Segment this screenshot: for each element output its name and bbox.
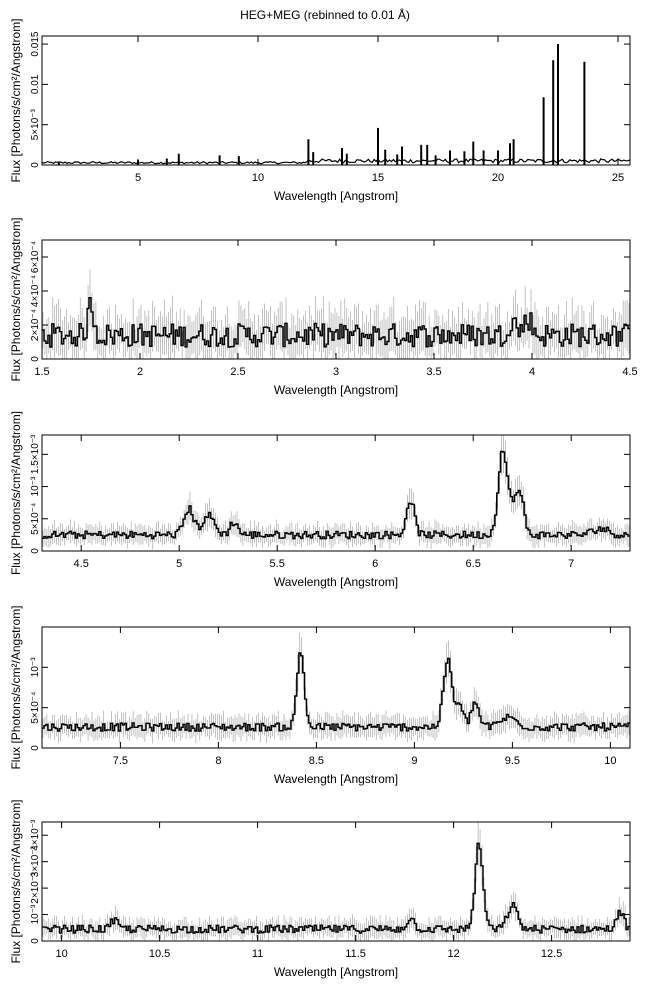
- y-tick-label: 3×10⁻³: [30, 845, 41, 877]
- x-tick-label: 25: [612, 172, 624, 184]
- x-axis-label: Wavelength [Angstrom]: [274, 189, 398, 203]
- y-axis-label: Flux [Photons/s/cm²/Angstrom]: [9, 18, 23, 182]
- y-tick-label: 4×10⁻⁴: [30, 275, 41, 307]
- page-title: HEG+MEG (rebinned to 0.01 Å): [240, 8, 410, 22]
- error-bars: [42, 822, 630, 941]
- y-tick-label: 5×10⁻³: [30, 108, 41, 140]
- x-tick-label: 5.5: [270, 558, 285, 570]
- spectrum-line: [42, 157, 630, 165]
- x-tick-label: 9: [411, 755, 417, 767]
- x-axis-label: Wavelength [Angstrom]: [274, 965, 398, 979]
- axes-frame: [41, 821, 631, 942]
- y-tick-label: 5×10⁻⁴: [30, 692, 41, 724]
- y-tick-label: 0: [30, 548, 41, 554]
- y-tick-label: 0: [30, 745, 41, 751]
- y-tick-label: 0: [30, 938, 41, 944]
- axes-frame: [41, 35, 631, 166]
- axes-frame: [41, 434, 631, 552]
- y-tick-label: 0.01: [30, 74, 41, 94]
- y-tick-label: 10⁻³: [30, 904, 41, 924]
- chart-panel-2: 1.5 2 2.5 3 3.5 4 4.5 0 2×10⁻⁴ 4×10⁻⁴ 6×10⁻⁴ Wavele…: [9, 217, 638, 397]
- y-axis-label: Flux [Photons/s/cm²/Angstrom]: [9, 411, 23, 575]
- x-tick-label: 1.5: [34, 366, 49, 378]
- y-tick-label: 0: [30, 162, 41, 168]
- x-tick-label: 12.5: [541, 948, 562, 960]
- x-tick-label: 7.5: [113, 755, 128, 767]
- y-tick-label: 4×10⁻³: [30, 819, 41, 851]
- spectrum-line: [42, 297, 630, 348]
- x-tick-label: 4.5: [74, 558, 89, 570]
- y-tick-label: 0: [30, 356, 41, 362]
- x-axis-label: Wavelength [Angstrom]: [274, 772, 398, 786]
- x-axis-label: Wavelength [Angstrom]: [274, 383, 398, 397]
- x-tick-label: 12: [447, 948, 459, 960]
- chart-panel-1: 5 10 15 20 25 0 5×10⁻³ 0.01 0.015 Wavelength [Ang…: [9, 18, 631, 203]
- x-tick-label: 10: [604, 755, 616, 767]
- x-tick-label: 5: [135, 172, 141, 184]
- plot-area: [42, 822, 630, 941]
- spectrum-line: [42, 450, 630, 540]
- y-tick-label: 10⁻³: [30, 476, 41, 496]
- x-tick-label: 9.5: [505, 755, 520, 767]
- x-tick-label: 10: [252, 172, 264, 184]
- chart-panel-3: 4.5 5 5.5 6 6.5 7 0 5×10⁻⁴ 10⁻³ 1.5×10⁻³ Wavelengt…: [9, 411, 631, 589]
- x-tick-label: 11: [252, 948, 263, 960]
- x-axis-label: Wavelength [Angstrom]: [274, 575, 398, 589]
- y-tick-label: 0.015: [30, 31, 41, 56]
- spectrum-line: [42, 842, 630, 934]
- y-tick-label: 6×10⁻⁴: [30, 241, 41, 273]
- y-axis-label: Flux [Photons/s/cm²/Angstrom]: [9, 605, 23, 769]
- plot-area: [42, 269, 630, 359]
- chart-panel-4: 7.5 8 8.5 9 9.5 10 0 5×10⁻⁴ 10⁻³ Wavelength [Angs…: [9, 605, 631, 786]
- x-tick-label: 6: [372, 558, 378, 570]
- y-tick-label: 5×10⁻⁴: [30, 503, 41, 535]
- x-tick-label: 2.5: [230, 366, 245, 378]
- y-axis-label: Flux [Photons/s/cm²/Angstrom]: [9, 799, 23, 963]
- x-tick-label: 10.5: [149, 948, 170, 960]
- x-tick-label: 4.5: [622, 366, 637, 378]
- plot-area: [42, 435, 630, 550]
- plot-area: [42, 632, 630, 744]
- x-tick-label: 11.5: [345, 948, 366, 960]
- x-tick-label: 15: [372, 172, 384, 184]
- x-tick-label: 5: [176, 558, 182, 570]
- x-tick-label: 6.5: [466, 558, 481, 570]
- x-tick-label: 3.5: [426, 366, 441, 378]
- y-tick-label: 10⁻³: [30, 657, 41, 677]
- axes-frame: [41, 626, 631, 749]
- chart-panel-5: 10 10.5 11 11.5 12 12.5 0 10⁻³2×10⁻³3×10⁻³4×10⁻…: [9, 799, 631, 979]
- x-tick-label: 10: [55, 948, 67, 960]
- plot-area: [42, 44, 630, 165]
- y-tick-label: 2×10⁻³: [30, 872, 41, 904]
- y-tick-label: 1.5×10⁻³: [30, 434, 41, 474]
- x-tick-label: 4: [529, 366, 535, 378]
- x-tick-label: 20: [492, 172, 504, 184]
- x-tick-label: 8: [215, 755, 221, 767]
- y-tick-label: 2×10⁻⁴: [30, 309, 41, 341]
- spectrum-line: [42, 652, 630, 732]
- y-axis-label: Flux [Photons/s/cm²/Angstrom]: [9, 217, 23, 381]
- x-tick-label: 7: [568, 558, 574, 570]
- x-tick-label: 2: [137, 366, 143, 378]
- x-tick-label: 3: [333, 366, 339, 378]
- x-tick-label: 8.5: [309, 755, 324, 767]
